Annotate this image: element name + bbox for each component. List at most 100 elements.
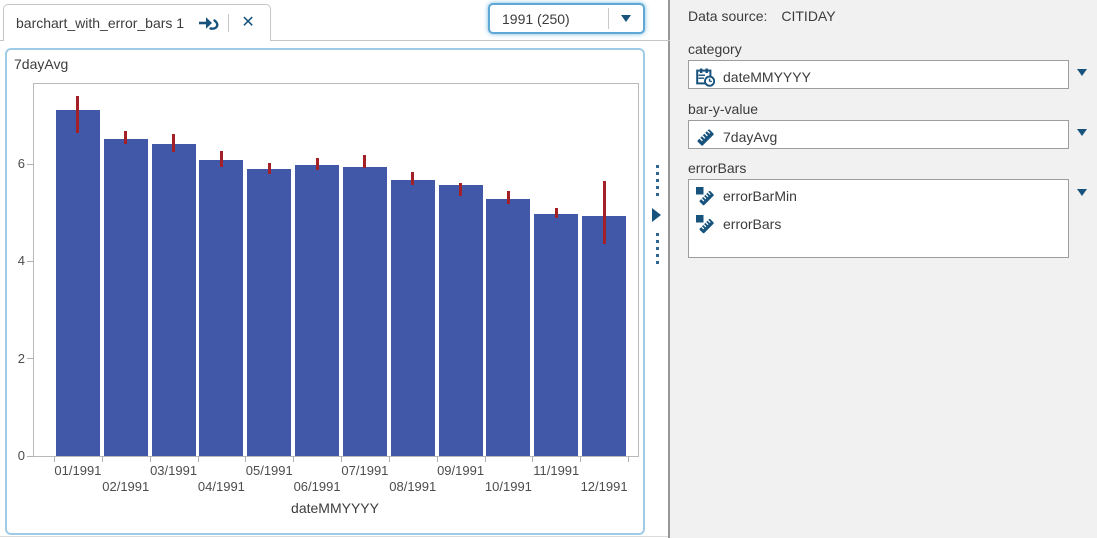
- error-bar: [172, 134, 176, 153]
- error-bar: [363, 154, 367, 169]
- bar[interactable]: [295, 165, 340, 456]
- data-source-row: Data source: CITIDAY: [688, 8, 1097, 24]
- x-axis-tick: [245, 457, 247, 462]
- data-source-label: Data source:: [688, 8, 768, 24]
- bar[interactable]: [534, 214, 579, 456]
- bar[interactable]: [199, 160, 244, 456]
- bar[interactable]: [438, 184, 483, 456]
- role-bar-y-value: bar-y-value: [688, 101, 1087, 149]
- y-axis-tick: [27, 455, 34, 457]
- category-dropdown-arrow[interactable]: [1077, 69, 1087, 76]
- x-axis-category-label: 03/1991: [150, 463, 198, 478]
- bar[interactable]: [390, 179, 435, 456]
- error-bar: [602, 181, 606, 245]
- x-axis-tick: [388, 457, 390, 462]
- role-label-bar-y-value: bar-y-value: [688, 101, 759, 117]
- splitter-expand-arrow[interactable]: [652, 208, 661, 222]
- bar[interactable]: [55, 109, 100, 456]
- measure-item-icon: [696, 186, 715, 206]
- bar[interactable]: [582, 216, 627, 456]
- chevron-down-icon: [621, 15, 631, 22]
- x-axis-category-label: 06/1991: [293, 479, 341, 494]
- error-bar: [219, 150, 223, 167]
- error-bar: [124, 131, 128, 144]
- field-7dayAvg: 7dayAvg: [723, 129, 778, 145]
- splitter-dots-top[interactable]: [656, 165, 659, 197]
- year-filter-dropdown[interactable]: 1991 (250): [488, 3, 645, 34]
- x-axis-tick: [197, 457, 199, 462]
- x-axis-title: dateMMYYYY: [291, 500, 379, 516]
- bar[interactable]: [486, 199, 531, 456]
- bar-y-value-field-box[interactable]: 7dayAvg: [688, 120, 1069, 149]
- field-row-dateMMYYYY[interactable]: dateMMYYYY: [689, 61, 1068, 89]
- role-label-errorbars: errorBars: [688, 160, 747, 176]
- error-bar: [76, 96, 80, 133]
- error-bar: [459, 182, 463, 196]
- tab-barchart-with-error-bars[interactable]: barchart_with_error_bars 1 ✕: [3, 4, 272, 41]
- tab-icon-separator: [228, 14, 230, 32]
- role-category: category: [688, 41, 1087, 89]
- plot-area: 0 2 4 6 01/1991 02/1991 03/1991 04/1991 05/1991 0…: [18, 83, 639, 494]
- error-bar: [554, 208, 558, 218]
- x-axis-category-label: 11/1991: [533, 463, 580, 478]
- bar[interactable]: [151, 143, 196, 456]
- x-axis-category-label: 05/1991: [245, 463, 293, 478]
- error-bar: [506, 190, 510, 205]
- x-axis-tick: [628, 457, 629, 462]
- assign-data-icon: [198, 14, 220, 32]
- x-axis-category-label: 09/1991: [437, 463, 485, 478]
- error-bar: [411, 171, 415, 185]
- x-axis-tick: [101, 457, 103, 462]
- x-axis-category-label: 01/1991: [54, 463, 102, 478]
- x-axis-tick: [149, 457, 151, 462]
- y-axis-tick: [27, 358, 34, 360]
- chart-panel[interactable]: 7dayAvg 0 2 4 6 01/1991 02/1991 03/1991 04/1991…: [5, 48, 645, 535]
- x-axis-tick: [484, 457, 486, 462]
- y-axis-tick-label: 4: [17, 253, 25, 269]
- close-tab-button[interactable]: ✕: [236, 11, 260, 35]
- x-axis-tick: [54, 457, 55, 462]
- error-bar: [315, 158, 319, 171]
- errorbars-list-box[interactable]: errorBarMin: [688, 179, 1069, 258]
- y-axis-title: 7dayAvg: [14, 56, 69, 72]
- panel-divider: [668, 0, 670, 538]
- close-icon: ✕: [241, 14, 255, 31]
- year-filter-value: 1991 (250): [502, 10, 570, 27]
- x-axis-category-label: 07/1991: [341, 463, 389, 478]
- x-axis-tick: [293, 457, 295, 462]
- datetime-icon: [696, 68, 715, 87]
- field-dateMMYYYY: dateMMYYYY: [723, 69, 811, 85]
- y-axis-tick: [27, 260, 34, 262]
- tabbar-divider: [0, 40, 670, 41]
- x-axis-tick: [580, 457, 582, 462]
- x-axis-tick: [436, 457, 438, 462]
- role-label-category: category: [688, 41, 742, 57]
- data-roles-panel: Data source: CITIDAY category: [670, 0, 1097, 538]
- y-axis-tick-label: 0: [17, 448, 25, 463]
- splitter-dots-bottom[interactable]: [656, 233, 659, 265]
- field-row-errorBars[interactable]: errorBars: [689, 208, 1068, 236]
- y-axis-tick-label: 2: [17, 350, 25, 366]
- bottom-edge-line: [0, 536, 668, 537]
- category-field-box[interactable]: dateMMYYYY: [688, 60, 1069, 89]
- field-errorBars: errorBars: [723, 216, 782, 232]
- y-axis-tick-label: 6: [17, 156, 25, 172]
- bar[interactable]: [103, 138, 148, 456]
- error-bar: [267, 163, 271, 174]
- data-source-value: CITIDAY: [781, 8, 836, 24]
- measure-icon: [696, 128, 715, 147]
- errorbars-dropdown-arrow[interactable]: [1077, 189, 1087, 196]
- bar-y-value-dropdown-arrow[interactable]: [1077, 129, 1087, 136]
- x-axis-category-label: 04/1991: [197, 479, 245, 494]
- x-axis-tick: [341, 457, 342, 462]
- field-row-errorBarMin[interactable]: errorBarMin: [689, 180, 1068, 208]
- x-axis-category-label: 12/1991: [580, 479, 628, 494]
- x-axis-category-label: 02/1991: [102, 479, 150, 494]
- bar[interactable]: [342, 167, 387, 456]
- x-axis-tick: [532, 457, 534, 462]
- field-row-7dayAvg[interactable]: 7dayAvg: [689, 121, 1068, 149]
- assign-data-button[interactable]: [197, 11, 221, 35]
- bar[interactable]: [247, 169, 292, 456]
- measure-item-icon: [696, 214, 715, 234]
